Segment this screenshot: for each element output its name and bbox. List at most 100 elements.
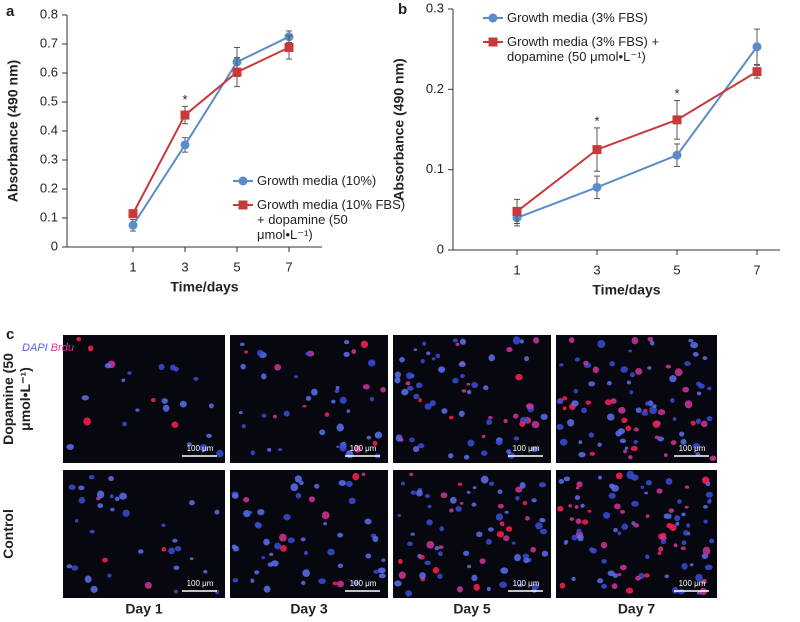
y-tick-label: 0.3 bbox=[40, 151, 58, 166]
cell bbox=[679, 431, 685, 437]
cell bbox=[613, 527, 618, 533]
cell bbox=[695, 418, 702, 425]
y-axis-title: Absorbance (490 nm) bbox=[5, 60, 21, 202]
cell bbox=[437, 551, 443, 557]
cell bbox=[377, 567, 386, 574]
cell bbox=[611, 583, 618, 590]
cell bbox=[519, 339, 525, 344]
x-axis-title: Time/days bbox=[592, 282, 660, 298]
cell bbox=[709, 455, 717, 461]
cell bbox=[413, 393, 420, 400]
x-tick-label: 1 bbox=[129, 259, 136, 274]
cell bbox=[523, 557, 530, 564]
cell bbox=[522, 553, 530, 559]
cell bbox=[669, 375, 677, 383]
series-line bbox=[516, 70, 758, 213]
cell bbox=[641, 410, 649, 416]
cell bbox=[114, 496, 120, 502]
cell bbox=[603, 512, 611, 519]
cell bbox=[108, 476, 115, 482]
cell bbox=[466, 382, 471, 386]
cell bbox=[405, 381, 411, 386]
cell bbox=[657, 551, 662, 556]
cell bbox=[66, 564, 73, 569]
cell bbox=[649, 406, 658, 415]
cell bbox=[338, 479, 347, 486]
cell bbox=[479, 558, 486, 564]
cell bbox=[439, 526, 445, 532]
cell bbox=[597, 339, 606, 349]
cell bbox=[665, 364, 672, 369]
cell bbox=[456, 586, 463, 593]
cell bbox=[524, 516, 530, 521]
cell bbox=[448, 415, 454, 420]
cell bbox=[628, 349, 633, 353]
panel-label: c bbox=[6, 326, 14, 343]
cell bbox=[692, 442, 700, 449]
cell bbox=[254, 570, 260, 575]
cell bbox=[589, 451, 596, 456]
cell bbox=[652, 420, 661, 428]
cell bbox=[374, 431, 383, 439]
cell bbox=[122, 509, 130, 517]
legend-label-box: Growth media (3% FBS) bbox=[507, 10, 648, 25]
cell bbox=[539, 528, 548, 535]
cell bbox=[568, 337, 575, 344]
cell bbox=[416, 489, 423, 497]
cell bbox=[604, 399, 612, 406]
cell bbox=[574, 357, 581, 362]
cell bbox=[135, 408, 140, 412]
cell bbox=[418, 398, 422, 403]
cell bbox=[83, 417, 91, 426]
cell bbox=[617, 531, 622, 536]
cell bbox=[619, 564, 627, 571]
cell bbox=[480, 475, 489, 484]
y-tick-label: 0.8 bbox=[40, 6, 58, 21]
cell bbox=[681, 540, 687, 546]
cell bbox=[250, 578, 255, 583]
cell bbox=[87, 345, 94, 352]
cell bbox=[294, 375, 298, 379]
cell bbox=[232, 545, 240, 552]
cell bbox=[410, 490, 417, 495]
cell bbox=[250, 450, 255, 456]
cell bbox=[360, 340, 369, 348]
cell bbox=[327, 548, 335, 556]
cell bbox=[571, 400, 579, 407]
cell bbox=[467, 439, 475, 447]
cell bbox=[645, 480, 652, 486]
cell bbox=[283, 513, 291, 521]
legend-marker bbox=[488, 13, 498, 23]
cell bbox=[241, 424, 246, 429]
cell bbox=[419, 572, 426, 580]
cell bbox=[332, 581, 338, 586]
scale-bar-label: 100 μm bbox=[679, 444, 706, 453]
cell bbox=[635, 407, 642, 414]
y-tick-label: 0 bbox=[51, 238, 58, 253]
cell bbox=[665, 478, 673, 485]
cell bbox=[208, 403, 214, 409]
cell bbox=[696, 391, 702, 396]
cell bbox=[489, 481, 495, 486]
cell bbox=[506, 346, 513, 353]
cell bbox=[301, 580, 306, 585]
cell bbox=[621, 523, 629, 531]
column-label: Day 5 bbox=[453, 601, 491, 617]
cell bbox=[487, 527, 494, 532]
cell bbox=[485, 538, 492, 545]
cell bbox=[690, 420, 696, 426]
cell bbox=[449, 496, 457, 504]
cell bbox=[702, 546, 711, 556]
x-tick-label: 3 bbox=[593, 262, 600, 277]
cell bbox=[707, 499, 712, 504]
cell bbox=[466, 490, 471, 494]
legend-marker bbox=[238, 176, 248, 186]
cell bbox=[576, 528, 582, 534]
cell bbox=[441, 408, 448, 414]
cell bbox=[620, 366, 628, 373]
cell bbox=[495, 439, 503, 446]
cell bbox=[630, 445, 638, 452]
cell bbox=[704, 564, 713, 571]
series-line bbox=[132, 46, 290, 215]
cell bbox=[435, 353, 441, 359]
